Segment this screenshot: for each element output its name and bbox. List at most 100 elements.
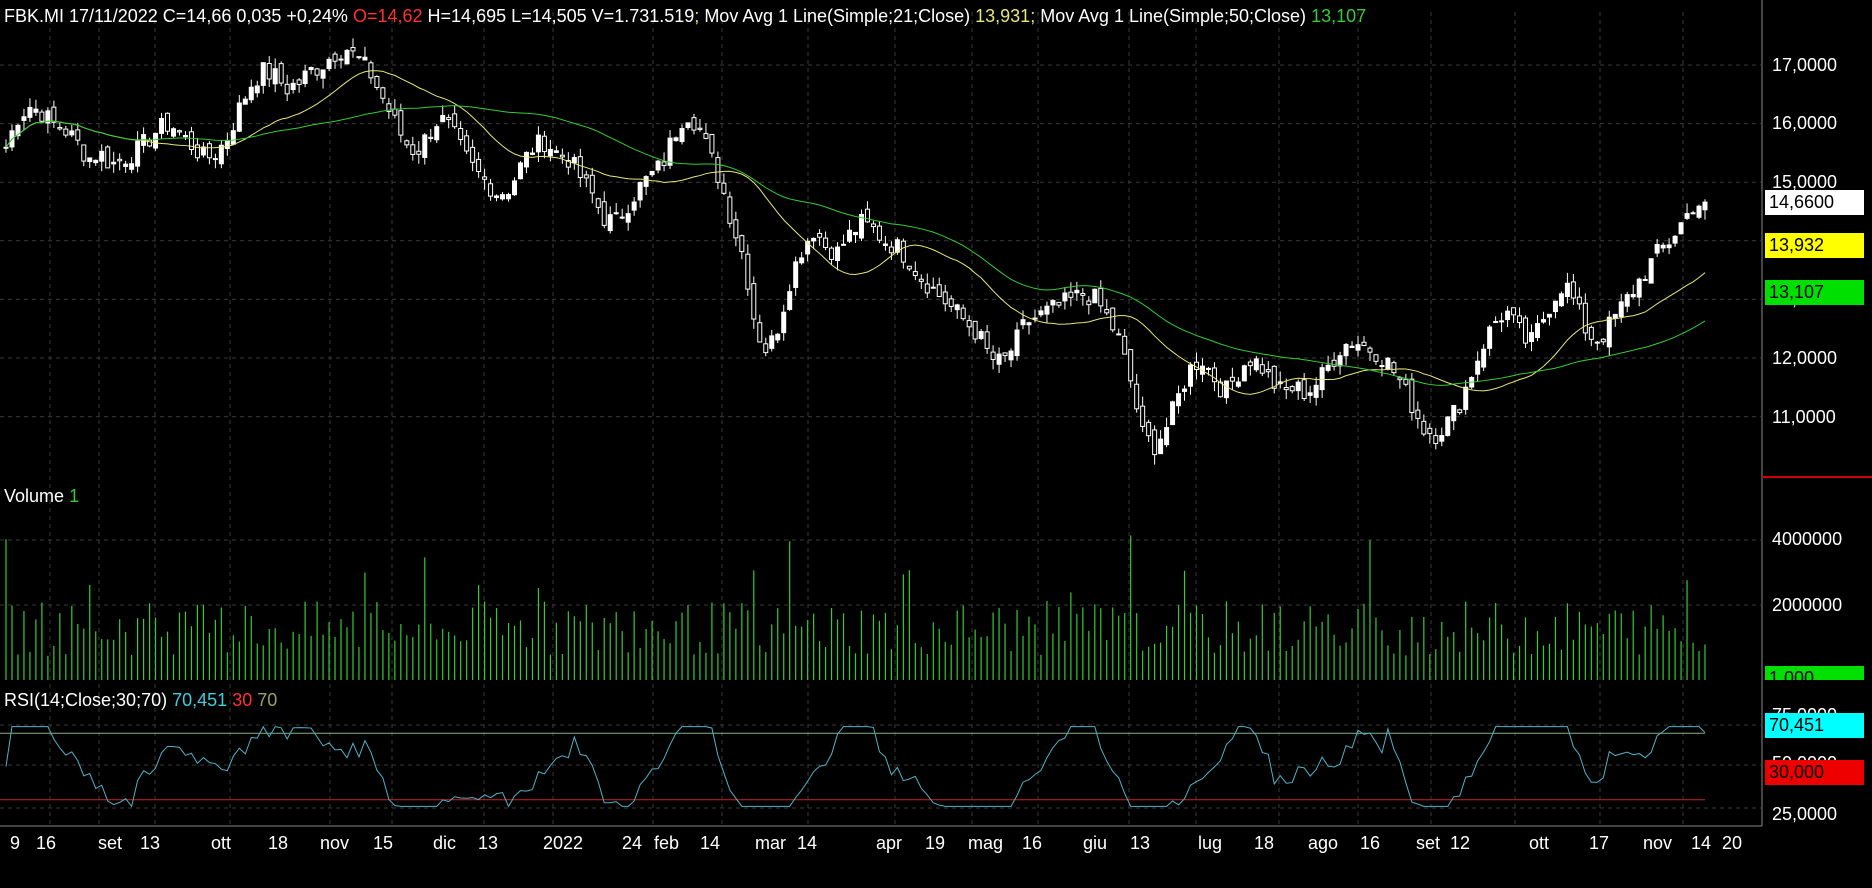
candle-body bbox=[290, 82, 296, 91]
candle-body bbox=[930, 286, 936, 289]
candle-body bbox=[428, 136, 434, 139]
candle-body bbox=[1433, 435, 1439, 444]
ma50-tag: 13,107 bbox=[1765, 280, 1864, 305]
candle-body bbox=[1439, 435, 1445, 442]
x-tick-label: 2022 bbox=[543, 833, 584, 853]
candle-body bbox=[314, 68, 320, 76]
candle-body bbox=[1008, 350, 1014, 361]
candle-body bbox=[607, 214, 613, 232]
candle-body bbox=[1594, 341, 1600, 344]
candle-body bbox=[123, 163, 129, 167]
header-symbol-date: FBK.MI 17/11/2022 bbox=[4, 6, 158, 26]
candle-body bbox=[188, 131, 194, 151]
candle-body bbox=[589, 174, 595, 194]
candle-body bbox=[954, 304, 960, 311]
candle-body bbox=[1618, 301, 1624, 318]
candle-body bbox=[410, 144, 416, 155]
candle-body bbox=[51, 106, 57, 123]
candle-body bbox=[847, 229, 853, 242]
x-tick-label: 16 bbox=[1360, 833, 1381, 853]
candle-body bbox=[775, 333, 781, 341]
candle-body bbox=[476, 158, 482, 173]
candle-body bbox=[1301, 379, 1307, 400]
candle-body bbox=[1182, 388, 1188, 392]
candle-body bbox=[21, 116, 27, 121]
candle-body bbox=[793, 261, 799, 288]
candle-body bbox=[1265, 369, 1271, 373]
candle-body bbox=[1702, 201, 1708, 211]
candle-body bbox=[3, 146, 9, 149]
candle-body bbox=[39, 111, 45, 122]
candle-body bbox=[996, 353, 1002, 365]
candle-body bbox=[1176, 393, 1182, 407]
candle-body bbox=[978, 331, 984, 339]
candle-body bbox=[320, 69, 326, 79]
candle-body bbox=[1074, 289, 1080, 294]
rsi-line bbox=[5, 725, 1706, 808]
candle-body bbox=[1247, 361, 1253, 367]
candle-body bbox=[739, 235, 745, 253]
candle-body bbox=[392, 108, 398, 116]
candle-body bbox=[1134, 383, 1140, 410]
candle-body bbox=[1445, 416, 1451, 436]
candle-body bbox=[1295, 381, 1301, 392]
candle-body bbox=[1690, 212, 1696, 215]
candle-body bbox=[356, 56, 362, 59]
x-tick-label: 19 bbox=[925, 833, 946, 853]
candle-body bbox=[1606, 316, 1612, 348]
candle-body bbox=[1241, 365, 1247, 382]
candle-body bbox=[841, 243, 847, 246]
candle-body bbox=[942, 291, 948, 305]
ma21-line bbox=[5, 70, 1706, 395]
candle-body bbox=[1068, 291, 1074, 298]
candle-body bbox=[326, 58, 332, 70]
candle-body bbox=[1331, 359, 1337, 367]
candle-body bbox=[1678, 222, 1684, 235]
candle-body bbox=[1385, 357, 1391, 370]
candle-body bbox=[1122, 335, 1128, 355]
candle-body bbox=[1564, 282, 1570, 297]
candle-body bbox=[176, 130, 182, 133]
rsi-panel-label: RSI(14;Close;30;70) 70,451 30 70 bbox=[4, 690, 277, 711]
candle-body bbox=[1451, 404, 1457, 422]
candle-body bbox=[1092, 288, 1098, 304]
candle-body bbox=[1170, 401, 1176, 426]
candle-body bbox=[452, 113, 458, 128]
candle-body bbox=[1654, 244, 1660, 254]
candle-body bbox=[1355, 344, 1361, 351]
candle-body bbox=[1660, 244, 1666, 249]
candle-body bbox=[1463, 386, 1469, 410]
header-ma50-label: Mov Avg 1 Line(Simple;50;Close) bbox=[1040, 6, 1307, 26]
candle-body bbox=[248, 86, 254, 101]
candle-body bbox=[284, 83, 290, 95]
x-tick-label: 14 bbox=[797, 833, 818, 853]
candle-body bbox=[1223, 380, 1229, 399]
candle-body bbox=[1026, 322, 1032, 326]
x-tick-label: mar bbox=[755, 833, 786, 853]
candle-body bbox=[1325, 364, 1331, 371]
candle-body bbox=[1409, 378, 1415, 414]
candle-body bbox=[296, 79, 302, 85]
candle-body bbox=[45, 110, 51, 124]
x-tick-label: apr bbox=[876, 833, 903, 853]
candle-body bbox=[105, 146, 111, 169]
candle-body bbox=[1582, 302, 1588, 334]
candle-body bbox=[643, 176, 649, 187]
x-tick-label: giu bbox=[1083, 833, 1108, 853]
x-tick-label: 18 bbox=[1254, 833, 1275, 853]
x-tick-label: nov bbox=[1643, 833, 1673, 853]
candle-body bbox=[206, 143, 212, 159]
candle-body bbox=[960, 307, 966, 320]
candle-body bbox=[165, 112, 171, 132]
candle-body bbox=[1110, 307, 1116, 331]
candle-body bbox=[661, 161, 667, 166]
price-tick: 12,0000 bbox=[1772, 348, 1838, 368]
candle-body bbox=[1361, 341, 1367, 346]
candle-body bbox=[230, 130, 236, 145]
candle-body bbox=[823, 237, 829, 248]
rsi-value: 70,451 bbox=[172, 690, 228, 710]
candle-body bbox=[212, 158, 218, 161]
candle-body bbox=[817, 232, 823, 238]
candle-body bbox=[912, 271, 918, 276]
candle-body bbox=[1475, 360, 1481, 375]
